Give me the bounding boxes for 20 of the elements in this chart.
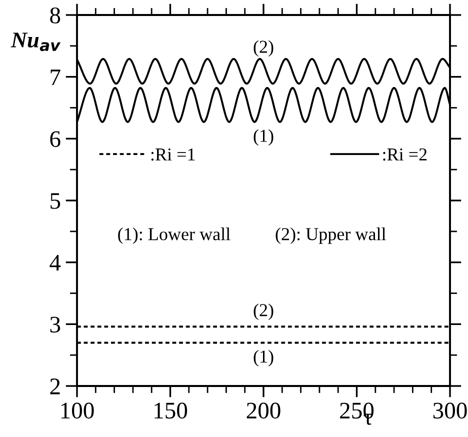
x-tick-label: 100: [61, 402, 94, 419]
y-tick-label: 8: [50, 7, 60, 24]
annotation: (1): [254, 129, 274, 146]
x-tick-label: 300: [433, 402, 467, 419]
annotation: (2): [254, 40, 274, 57]
y-axis-title: Nu$_{av}$: [10, 32, 61, 52]
y-tick-label: 2: [50, 378, 60, 394]
annotation: (2): [254, 304, 274, 320]
annotation: (2): Upper wall: [276, 228, 386, 244]
y-tick-label: 4: [50, 254, 61, 271]
x-tick-label: 200: [246, 402, 280, 419]
x-tick-label: 150: [154, 402, 188, 419]
y-tick-label: 5: [50, 193, 60, 209]
annotation: (1): Lower wall: [118, 228, 230, 244]
y-tick-label: 7: [50, 70, 60, 86]
legend-label: :Ri =2: [383, 148, 427, 161]
legend-label: :Ri =1: [151, 148, 195, 161]
y-tick-label: 3: [50, 316, 60, 333]
y-tick-label: 6: [50, 131, 60, 148]
annotation: (1): [254, 350, 274, 366]
